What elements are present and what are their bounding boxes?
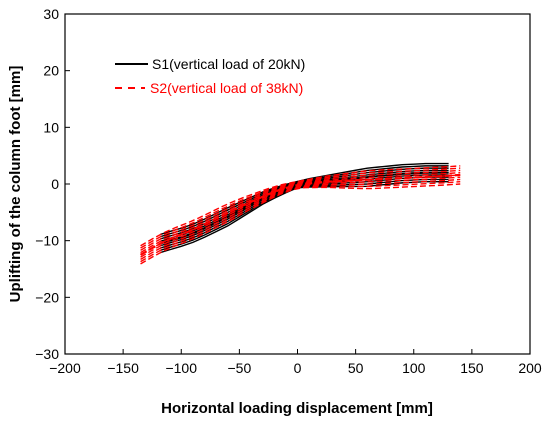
series-2-loop-line xyxy=(140,165,461,247)
series-1-loop-line xyxy=(160,181,449,254)
series-2-loop-line xyxy=(140,181,461,263)
legend-label-series-2: S2(vertical load of 38kN) xyxy=(150,80,303,96)
y-axis-title: Uplifting of the column foot [mm] xyxy=(7,66,24,303)
series-2-loop-line xyxy=(140,183,461,265)
y-tick-label: 20 xyxy=(43,63,59,79)
series-2-loop-line xyxy=(140,169,461,251)
series-2-loop-line xyxy=(140,167,461,249)
y-tick-label: 10 xyxy=(43,119,59,135)
series-2-line xyxy=(140,173,461,256)
plot-marks xyxy=(140,162,461,265)
y-tick-label: 30 xyxy=(43,6,59,22)
series-2-band xyxy=(140,165,461,265)
y-tick-label: 0 xyxy=(51,176,59,192)
legend: S1(vertical load of 20kN) S2(vertical loa… xyxy=(115,56,305,96)
x-tick-label: −100 xyxy=(165,360,197,376)
y-tick-label: −20 xyxy=(35,289,59,305)
x-axis-title: Horizontal loading displacement [mm] xyxy=(161,400,433,417)
x-tick-label: −150 xyxy=(107,360,139,376)
x-tick-label: 200 xyxy=(518,360,542,376)
series-2-loop-line xyxy=(140,176,461,258)
x-tick-label: 100 xyxy=(402,360,426,376)
x-tick-label: 150 xyxy=(460,360,484,376)
x-tick-label: −200 xyxy=(49,360,81,376)
series-1-loop-line xyxy=(160,178,449,251)
y-axis-ticks: −30 −20 −10 0 10 20 30 xyxy=(35,6,70,362)
legend-label-series-1: S1(vertical load of 20kN) xyxy=(152,56,305,72)
series-2-loop-line xyxy=(140,178,461,260)
y-tick-label: −30 xyxy=(35,346,59,362)
x-axis-ticks: −200 −150 −100 −50 0 50 100 150 200 xyxy=(49,349,542,376)
x-tick-label: 50 xyxy=(348,360,364,376)
x-tick-label: −50 xyxy=(228,360,252,376)
x-tick-label: 0 xyxy=(294,360,302,376)
y-tick-label: −10 xyxy=(35,233,59,249)
